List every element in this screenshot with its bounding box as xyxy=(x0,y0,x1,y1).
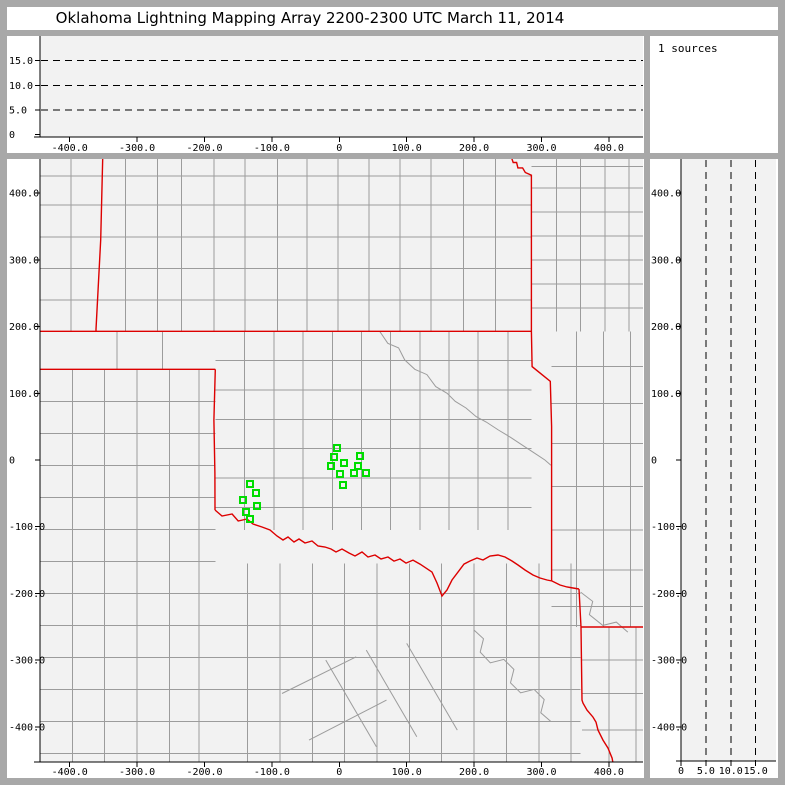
svg-text:200.0: 200.0 xyxy=(459,767,489,778)
svg-text:15.0: 15.0 xyxy=(744,766,768,777)
plan-view-panel-container: -400.0 -400.0 -300.0 -300.0 -200.0 -200.0 -100… xyxy=(7,159,644,778)
svg-text:200.0: 200.0 xyxy=(9,322,39,333)
svg-text:-100.0: -100.0 xyxy=(254,143,290,153)
svg-text:0: 0 xyxy=(9,456,15,467)
ns-altitude-plot[interactable]: -400.0 -300.0 -200.0 -100.0 0 100.0 200.0 300.0… xyxy=(650,159,778,778)
svg-text:100.0: 100.0 xyxy=(651,389,681,400)
svg-text:-400.0: -400.0 xyxy=(52,767,88,778)
svg-text:-300.0: -300.0 xyxy=(119,143,155,153)
svg-text:-300.0: -300.0 xyxy=(9,656,45,667)
svg-text:-300.0: -300.0 xyxy=(119,767,155,778)
svg-text:0: 0 xyxy=(651,456,657,467)
svg-text:100.0: 100.0 xyxy=(392,767,422,778)
svg-text:300.0: 300.0 xyxy=(526,143,556,153)
plan-view-map-plot[interactable]: -400.0 -400.0 -300.0 -300.0 -200.0 -200.0 -100… xyxy=(7,159,644,778)
svg-text:300.0: 300.0 xyxy=(651,255,681,266)
svg-text:-400.0: -400.0 xyxy=(651,722,687,733)
svg-text:0: 0 xyxy=(336,143,342,153)
svg-text:400.0: 400.0 xyxy=(594,767,624,778)
svg-text:10.0: 10.0 xyxy=(9,81,33,92)
svg-text:0: 0 xyxy=(336,767,342,778)
svg-text:10.0: 10.0 xyxy=(719,766,743,777)
svg-text:-200.0: -200.0 xyxy=(651,589,687,600)
svg-text:-400.0: -400.0 xyxy=(52,143,88,153)
svg-text:-100.0: -100.0 xyxy=(9,522,45,533)
svg-text:-200.0: -200.0 xyxy=(186,767,222,778)
svg-text:-300.0: -300.0 xyxy=(651,656,687,667)
svg-text:300.0: 300.0 xyxy=(526,767,556,778)
svg-text:0: 0 xyxy=(9,130,15,141)
svg-text:-200.0: -200.0 xyxy=(9,589,45,600)
svg-text:100.0: 100.0 xyxy=(392,143,422,153)
svg-text:100.0: 100.0 xyxy=(9,389,39,400)
ew-altitude-plot[interactable]: 0 5.0 10.0 15.0 -400.0 -300.0 -200.0 -100.0 0 100… xyxy=(7,36,644,153)
svg-text:5.0: 5.0 xyxy=(9,105,27,116)
svg-text:400.0: 400.0 xyxy=(651,189,681,200)
svg-text:200.0: 200.0 xyxy=(459,143,489,153)
svg-text:15.0: 15.0 xyxy=(9,56,33,67)
svg-text:-100.0: -100.0 xyxy=(651,522,687,533)
svg-text:200.0: 200.0 xyxy=(651,322,681,333)
ns-altitude-panel-container: -400.0 -300.0 -200.0 -100.0 0 100.0 200.0 300.0… xyxy=(650,159,778,778)
svg-text:-200.0: -200.0 xyxy=(186,143,222,153)
sources-info-panel: 1 sources xyxy=(650,36,778,153)
svg-text:5.0: 5.0 xyxy=(697,766,715,777)
svg-text:-100.0: -100.0 xyxy=(254,767,290,778)
svg-text:400.0: 400.0 xyxy=(594,143,624,153)
svg-text:0: 0 xyxy=(678,766,684,777)
sources-count-label: 1 sources xyxy=(658,42,718,55)
svg-text:300.0: 300.0 xyxy=(9,255,39,266)
page-title: Oklahoma Lightning Mapping Array 2200-23… xyxy=(7,7,778,30)
svg-text:-400.0: -400.0 xyxy=(9,722,45,733)
svg-text:400.0: 400.0 xyxy=(9,189,39,200)
ew-altitude-panel-container: 0 5.0 10.0 15.0 -400.0 -300.0 -200.0 -100.0 0 100… xyxy=(7,36,644,153)
